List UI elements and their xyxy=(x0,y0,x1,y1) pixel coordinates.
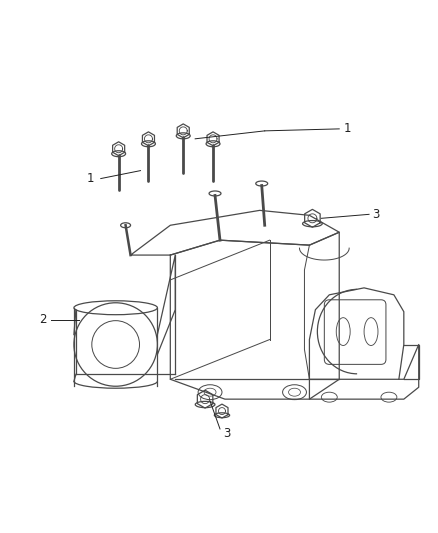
Text: 2: 2 xyxy=(39,313,47,326)
Text: 1: 1 xyxy=(86,172,94,185)
Text: 3: 3 xyxy=(372,208,379,221)
Text: 3: 3 xyxy=(223,427,230,440)
Text: 1: 1 xyxy=(343,123,351,135)
